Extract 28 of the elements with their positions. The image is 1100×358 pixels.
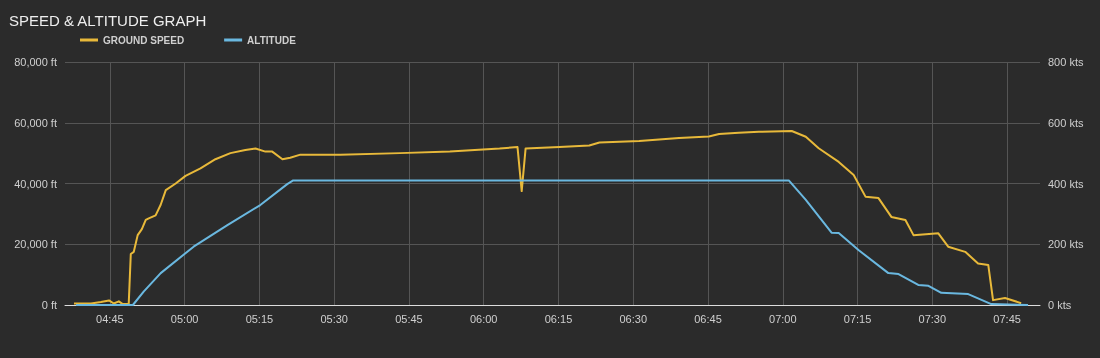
y2-tick-label: 0 kts (1048, 299, 1072, 311)
x-tick-label: 05:30 (320, 312, 348, 325)
chart-title: SPEED & ALTITUDE GRAPH (9, 12, 207, 29)
line-series (72, 129, 1023, 306)
y-tick-label: 20,000 ft (14, 238, 57, 251)
x-tick-label: 06:00 (469, 312, 498, 325)
y-tick-label: 0 ft (41, 299, 57, 311)
x-tick-label: 07:00 (769, 312, 797, 325)
y-tick-label: 80,000 ft (14, 56, 57, 68)
x-tick-label: 04:45 (96, 312, 124, 325)
y2-tick-label: 200 kts (1048, 238, 1084, 251)
line-series (75, 179, 1030, 306)
y2-tick-label: 800 kts (1048, 56, 1084, 68)
y-tick-label: 40,000 ft (14, 177, 57, 190)
x-tick-label: 06:45 (694, 312, 722, 325)
y2-tick-label: 400 kts (1048, 177, 1084, 190)
legend-label: GROUND SPEED (103, 34, 185, 46)
x-tick-label: 07:30 (918, 312, 947, 325)
legend-label: ALTITUDE (247, 34, 297, 46)
x-tick-label: 05:15 (245, 312, 274, 325)
x-tick-label: 06:15 (544, 312, 573, 325)
y2-tick-label: 600 kts (1048, 116, 1084, 129)
x-tick-label: 05:45 (395, 312, 423, 325)
x-tick-label: 07:15 (843, 312, 872, 325)
x-tick-label: 06:30 (619, 312, 648, 325)
y-tick-label: 60,000 ft (14, 116, 57, 129)
x-tick-label: 05:00 (170, 312, 199, 325)
x-tick-label: 07:45 (993, 312, 1021, 325)
